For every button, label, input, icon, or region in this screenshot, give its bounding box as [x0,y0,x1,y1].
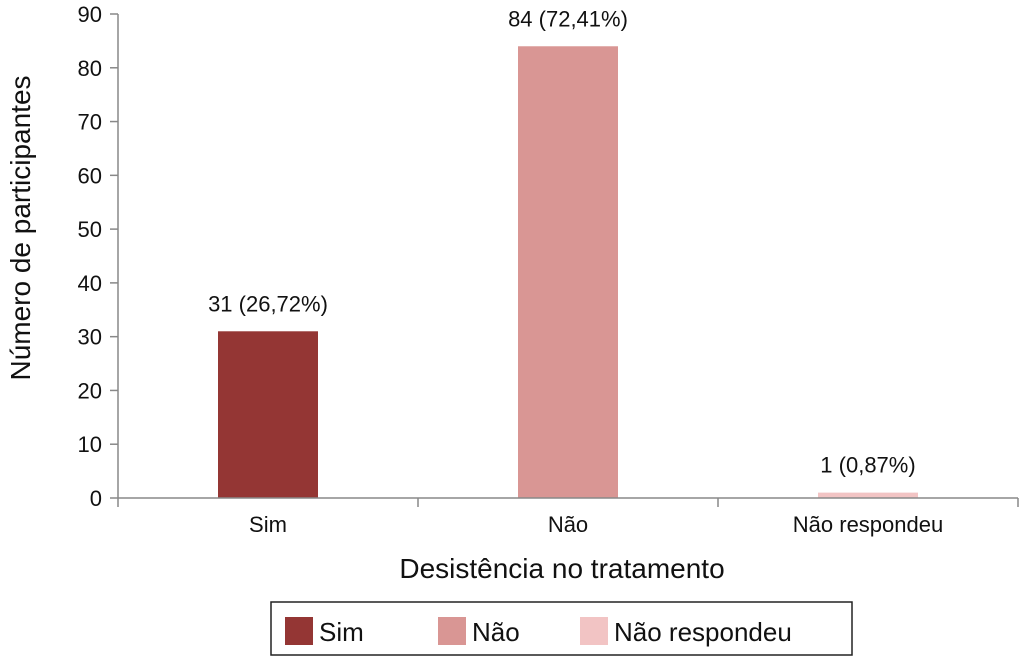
y-axis-title: Número de participantes [5,75,36,380]
legend-label: Não respondeu [614,617,792,647]
x-axis-title: Desistência no tratamento [399,553,724,584]
y-tick-label: 40 [78,271,102,296]
legend-border [270,601,853,656]
legend-label: Não [472,617,520,647]
y-tick-label: 80 [78,56,102,81]
bar [218,331,318,498]
y-tick-label: 90 [78,2,102,27]
data-label: 84 (72,41%) [508,6,628,31]
x-tick-label: Sim [249,512,287,537]
bar [818,492,918,498]
y-tick-label: 70 [78,110,102,135]
y-tick-label: 50 [78,217,102,242]
data-labels: 31 (26,72%) 84 (72,41%) 1 (0,87%) [208,6,916,477]
x-tick-label: Não respondeu [793,512,943,537]
y-tick-label: 60 [78,163,102,188]
y-tick-label: 10 [78,432,102,457]
x-axis-ticks: Sim Não Não respondeu [117,498,1019,537]
x-tick-label: Não [548,512,588,537]
data-label: 31 (26,72%) [208,291,328,316]
legend-swatch [285,617,313,645]
legend-label: Sim [319,617,364,647]
legend-swatch [580,617,608,645]
legend-swatch [438,617,466,645]
bar [518,46,618,499]
data-label: 1 (0,87%) [820,453,915,478]
y-tick-label: 20 [78,378,102,403]
legend: Sim Não Não respondeu [270,601,853,656]
y-tick-label: 30 [78,325,102,350]
y-axis-ticks: 0 10 20 30 40 50 60 70 80 90 [78,2,118,511]
bars [218,46,918,499]
y-tick-label: 0 [90,486,102,511]
